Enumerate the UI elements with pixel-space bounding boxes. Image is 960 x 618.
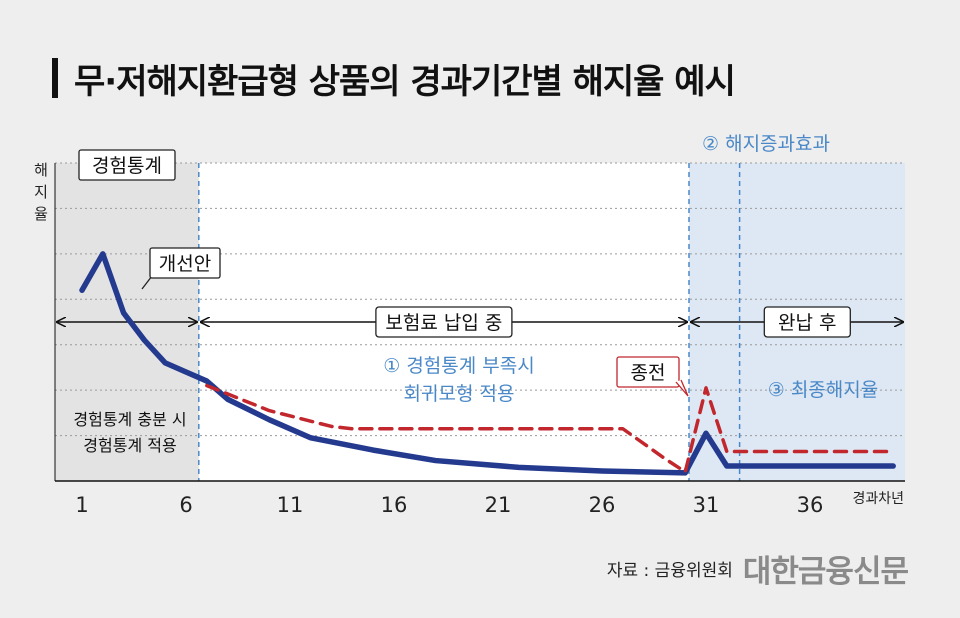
chart-title: 무·저해지환급형 상품의 경과기간별 해지율 예시 xyxy=(74,61,736,102)
insufficient-label-1: ① 경험통계 부족시 xyxy=(383,355,534,377)
x-tick-label: 6 xyxy=(179,493,192,517)
source-block: 자료 : 금융위원회 대한금융신문 xyxy=(606,546,909,591)
experience-label-box xyxy=(78,149,176,181)
series-line-2 xyxy=(205,383,895,474)
improvement-label: 개선안 xyxy=(159,253,211,275)
paying-range-label-box xyxy=(375,306,513,338)
x-tick-label: 36 xyxy=(797,493,824,517)
paying-range-label: 보험료 납입 중 xyxy=(385,312,502,334)
y-axis-label: 율 xyxy=(34,205,48,223)
insufficient-label-2: 회귀모형 적용 xyxy=(404,383,515,405)
previous-callout-tail xyxy=(675,379,689,397)
final-rate-label: ③ 최종해지율 xyxy=(768,379,878,401)
previous-label: 종전 xyxy=(631,362,666,384)
x-tick-label: 31 xyxy=(693,493,720,517)
experience-label: 경험통계 xyxy=(92,155,162,177)
x-tick-label: 21 xyxy=(485,493,512,517)
previous-callout-box xyxy=(616,356,680,388)
sufficient-label-1: 경험통계 충분 시 xyxy=(73,410,186,429)
x-axis-label: 경과차년 xyxy=(852,491,904,507)
y-axis-label: 지 xyxy=(34,183,48,201)
publisher-logo: 대한금융신문 xyxy=(742,554,909,590)
chart-title-block: 무·저해지환급형 상품의 경과기간별 해지율 예시 xyxy=(52,56,736,102)
x-tick-label: 16 xyxy=(381,493,408,517)
surrender-effect-label: ② 해지증과효과 xyxy=(702,133,830,155)
series-line-1 xyxy=(79,251,896,476)
source-label: 자료 : 금융위원회 xyxy=(606,561,733,581)
x-tick-label: 1 xyxy=(75,493,88,517)
paid-up-range-label: 완납 후 xyxy=(778,312,836,334)
sufficient-label-2: 경험통계 적용 xyxy=(83,436,176,455)
x-tick-label: 26 xyxy=(589,493,616,517)
y-axis-label: 해 xyxy=(34,161,48,179)
improvement-callout-box xyxy=(149,247,221,279)
x-tick-label: 11 xyxy=(277,493,304,517)
paid-up-range-label-box xyxy=(763,306,851,338)
title-bar xyxy=(52,58,58,98)
